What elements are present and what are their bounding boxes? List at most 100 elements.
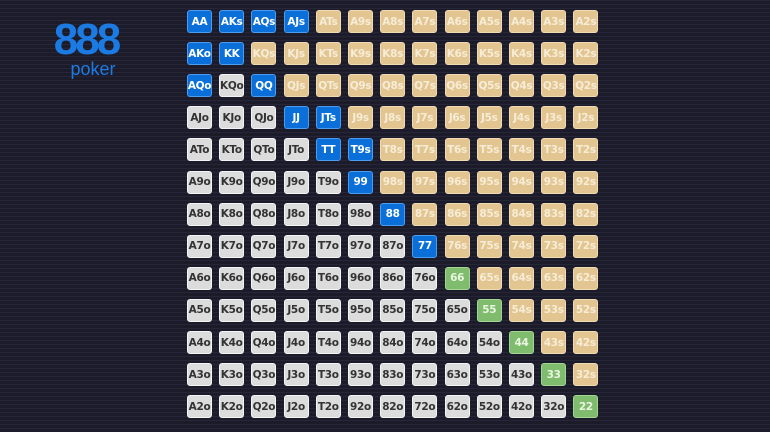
hand-cell-T8s[interactable]: T8s — [380, 138, 406, 162]
hand-cell-94o[interactable]: 94o — [348, 331, 373, 354]
hand-cell-84o[interactable]: 84o — [380, 331, 406, 354]
hand-cell-Q5o[interactable]: Q5o — [251, 298, 277, 322]
hand-cell-Q4o[interactable]: Q4o — [251, 331, 277, 354]
hand-cell-K9s[interactable]: K9s — [348, 42, 373, 66]
hand-cell-J8o[interactable]: J8o — [283, 202, 309, 226]
hand-cell-A8o[interactable]: A8o — [187, 202, 212, 226]
hand-cell-QTo[interactable]: QTo — [251, 138, 277, 162]
hand-cell-85s[interactable]: 85s — [476, 202, 502, 226]
hand-cell-72o[interactable]: 72o — [412, 395, 438, 419]
hand-cell-T5s[interactable]: T5s — [476, 138, 502, 162]
hand-cell-A4o[interactable]: A4o — [187, 331, 212, 354]
hand-cell-Q3o[interactable]: Q3o — [251, 363, 277, 387]
hand-cell-87s[interactable]: 87s — [412, 202, 438, 226]
hand-cell-K2s[interactable]: K2s — [573, 42, 599, 66]
hand-cell-A5o[interactable]: A5o — [187, 298, 212, 322]
hand-cell-Q9s[interactable]: Q9s — [348, 74, 373, 98]
hand-cell-55[interactable]: 55 — [476, 298, 502, 322]
hand-cell-KTo[interactable]: KTo — [219, 138, 245, 162]
hand-cell-66[interactable]: 66 — [444, 266, 470, 290]
hand-cell-J2o[interactable]: J2o — [283, 395, 309, 419]
hand-cell-72s[interactable]: 72s — [573, 234, 599, 258]
hand-cell-QQ[interactable]: QQ — [251, 74, 277, 98]
hand-cell-74o[interactable]: 74o — [412, 331, 438, 354]
hand-cell-K8s[interactable]: K8s — [380, 42, 406, 66]
hand-cell-J4s[interactable]: J4s — [509, 106, 534, 130]
hand-cell-92s[interactable]: 92s — [573, 170, 599, 194]
hand-cell-32s[interactable]: 32s — [573, 363, 599, 387]
hand-cell-Q7o[interactable]: Q7o — [251, 234, 277, 258]
hand-cell-93o[interactable]: 93o — [348, 363, 373, 387]
hand-cell-K5o[interactable]: K5o — [219, 298, 245, 322]
hand-cell-64o[interactable]: 64o — [444, 331, 470, 354]
hand-cell-83s[interactable]: 83s — [541, 202, 567, 226]
hand-cell-K5s[interactable]: K5s — [476, 42, 502, 66]
hand-cell-A3o[interactable]: A3o — [187, 363, 212, 387]
hand-cell-22[interactable]: 22 — [573, 395, 599, 419]
hand-cell-52s[interactable]: 52s — [573, 298, 599, 322]
hand-cell-TT[interactable]: TT — [315, 138, 341, 162]
hand-cell-ATs[interactable]: ATs — [315, 10, 341, 33]
hand-cell-Q6o[interactable]: Q6o — [251, 266, 277, 290]
hand-cell-K7s[interactable]: K7s — [412, 42, 438, 66]
hand-cell-T8o[interactable]: T8o — [315, 202, 341, 226]
hand-cell-97s[interactable]: 97s — [412, 170, 438, 194]
hand-cell-65s[interactable]: 65s — [476, 266, 502, 290]
hand-cell-ATo[interactable]: ATo — [187, 138, 212, 162]
hand-cell-84s[interactable]: 84s — [509, 202, 534, 226]
hand-cell-AJs[interactable]: AJs — [283, 10, 309, 33]
hand-cell-T7o[interactable]: T7o — [315, 234, 341, 258]
hand-cell-J5o[interactable]: J5o — [283, 298, 309, 322]
hand-cell-42s[interactable]: 42s — [573, 331, 599, 354]
hand-cell-J3o[interactable]: J3o — [283, 363, 309, 387]
hand-cell-QJs[interactable]: QJs — [283, 74, 309, 98]
hand-cell-JTo[interactable]: JTo — [283, 138, 309, 162]
hand-cell-K4o[interactable]: K4o — [219, 331, 245, 354]
hand-cell-99[interactable]: 99 — [348, 170, 373, 194]
hand-cell-AA[interactable]: AA — [187, 10, 212, 33]
hand-cell-Q6s[interactable]: Q6s — [444, 74, 470, 98]
hand-cell-J4o[interactable]: J4o — [283, 331, 309, 354]
hand-cell-JTs[interactable]: JTs — [315, 106, 341, 130]
hand-cell-A3s[interactable]: A3s — [541, 10, 567, 33]
hand-cell-73s[interactable]: 73s — [541, 234, 567, 258]
hand-cell-63s[interactable]: 63s — [541, 266, 567, 290]
hand-cell-64s[interactable]: 64s — [509, 266, 534, 290]
hand-cell-A7o[interactable]: A7o — [187, 234, 212, 258]
hand-cell-62o[interactable]: 62o — [444, 395, 470, 419]
hand-cell-Q5s[interactable]: Q5s — [476, 74, 502, 98]
hand-cell-98o[interactable]: 98o — [348, 202, 373, 226]
hand-cell-A2s[interactable]: A2s — [573, 10, 599, 33]
hand-cell-85o[interactable]: 85o — [380, 298, 406, 322]
hand-cell-T3s[interactable]: T3s — [541, 138, 567, 162]
hand-cell-95o[interactable]: 95o — [348, 298, 373, 322]
hand-cell-75s[interactable]: 75s — [476, 234, 502, 258]
hand-cell-A5s[interactable]: A5s — [476, 10, 502, 33]
hand-cell-K3s[interactable]: K3s — [541, 42, 567, 66]
hand-cell-K2o[interactable]: K2o — [219, 395, 245, 419]
hand-cell-AJo[interactable]: AJo — [187, 106, 212, 130]
hand-cell-T9s[interactable]: T9s — [348, 138, 373, 162]
hand-cell-A6o[interactable]: A6o — [187, 266, 212, 290]
hand-cell-96o[interactable]: 96o — [348, 266, 373, 290]
hand-cell-82s[interactable]: 82s — [573, 202, 599, 226]
hand-cell-T6o[interactable]: T6o — [315, 266, 341, 290]
hand-cell-Q2o[interactable]: Q2o — [251, 395, 277, 419]
hand-cell-62s[interactable]: 62s — [573, 266, 599, 290]
hand-cell-AQs[interactable]: AQs — [251, 10, 277, 33]
hand-cell-K6s[interactable]: K6s — [444, 42, 470, 66]
hand-cell-K7o[interactable]: K7o — [219, 234, 245, 258]
hand-cell-43s[interactable]: 43s — [541, 331, 567, 354]
hand-cell-T7s[interactable]: T7s — [412, 138, 438, 162]
hand-cell-Q7s[interactable]: Q7s — [412, 74, 438, 98]
hand-cell-K4s[interactable]: K4s — [509, 42, 534, 66]
hand-cell-A7s[interactable]: A7s — [412, 10, 438, 33]
hand-cell-KJo[interactable]: KJo — [219, 106, 245, 130]
hand-cell-QTs[interactable]: QTs — [315, 74, 341, 98]
hand-cell-53o[interactable]: 53o — [476, 363, 502, 387]
hand-cell-Q8s[interactable]: Q8s — [380, 74, 406, 98]
hand-cell-53s[interactable]: 53s — [541, 298, 567, 322]
hand-cell-AKs[interactable]: AKs — [219, 10, 245, 33]
hand-cell-J6o[interactable]: J6o — [283, 266, 309, 290]
hand-cell-A8s[interactable]: A8s — [380, 10, 406, 33]
